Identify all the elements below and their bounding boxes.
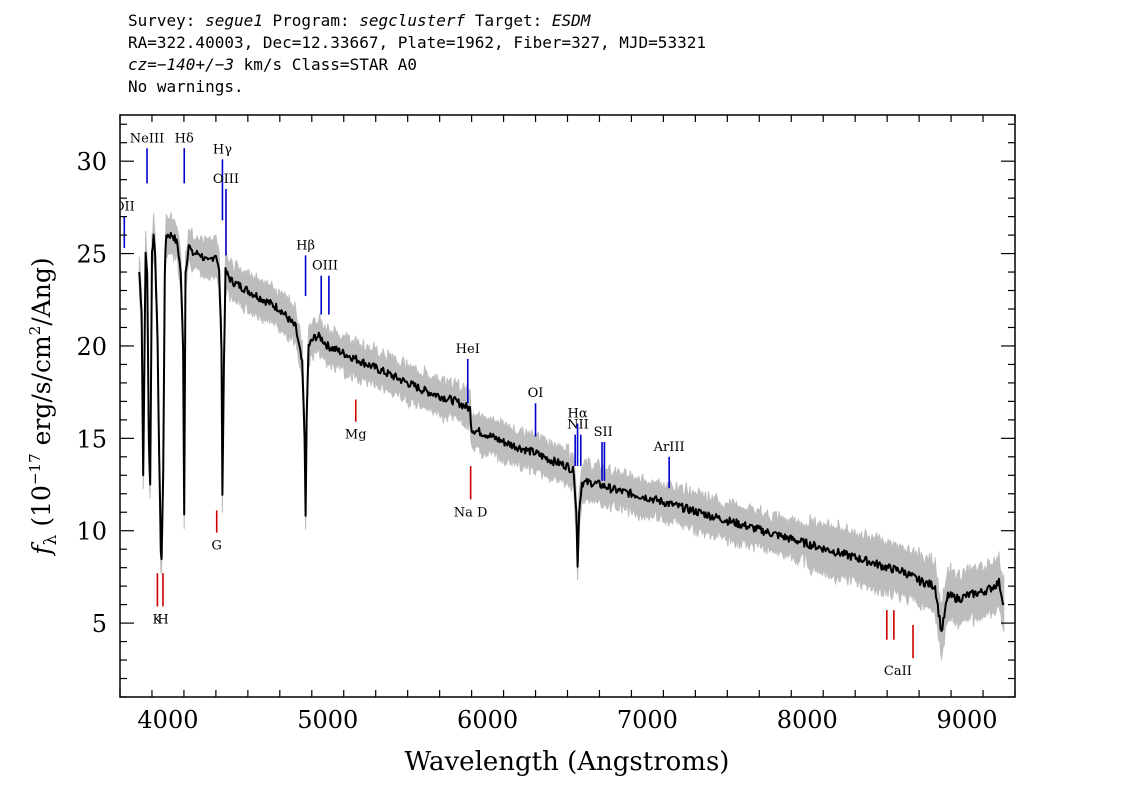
absorption-line-label: G: [211, 539, 221, 554]
emission-line-label: OIII: [312, 259, 338, 274]
emission-line-label: Hβ: [296, 238, 315, 253]
target-label: Target:: [474, 11, 543, 30]
survey-label: Survey:: [128, 11, 196, 30]
y-tick-label: 25: [76, 241, 107, 269]
program-value: segclusterf: [359, 11, 466, 30]
absorption-line-label: Mg: [345, 428, 367, 443]
program-label: Program:: [272, 11, 350, 30]
emission-line-label: OI: [528, 386, 544, 401]
absorption-line-label: Na D: [454, 505, 488, 520]
x-axis-label: Wavelength (Angstroms): [405, 747, 730, 777]
cz-rest: km/s Class=STAR A0: [233, 55, 417, 74]
emission-line-label: Hα: [568, 407, 588, 422]
emission-line-label: OII: [114, 200, 135, 215]
emission-line-label: HeI: [456, 342, 480, 357]
y-tick-label: 5: [92, 610, 107, 638]
x-tick-label: 7000: [617, 706, 678, 734]
emission-line-label: SII: [594, 425, 613, 440]
x-tick-label: 4000: [137, 706, 198, 734]
cz-label: cz=: [128, 55, 157, 74]
header-line-1: Survey: segue1 Program: segclusterf Targ…: [128, 10, 706, 32]
absorption-line-label: H: [157, 612, 168, 627]
absorption-line-label: CaII: [884, 664, 912, 679]
header-line-2: RA=322.40003, Dec=12.33667, Plate=1962, …: [128, 33, 706, 52]
axes-layer: 4000 5000 6000 7000 8000 9000 5 10 15 20 25 30: [76, 114, 1016, 734]
y-tick-label: 30: [76, 148, 107, 176]
emission-line-label: ArIII: [653, 440, 685, 455]
spectrum-line: [138, 231, 1005, 632]
emission-line-label: OIII: [213, 172, 239, 187]
x-tick-label: 5000: [297, 706, 358, 734]
cz-value: −140+/−3: [156, 55, 234, 74]
emission-line-label: Hδ: [175, 131, 194, 146]
emission-line-label: Hγ: [213, 142, 232, 157]
y-tick-label: 20: [76, 333, 107, 361]
y-tick-label: 15: [76, 425, 107, 453]
absorption-line-label: K: [153, 612, 163, 627]
x-tick-label: 8000: [777, 706, 838, 734]
survey-value: segue1: [205, 11, 263, 30]
line-markers-layer: OIINeIIIHδHγOIIIHβOIIIHeIOINIIHαSIIArIII…: [114, 131, 914, 679]
y-tick-label: 10: [76, 518, 107, 546]
x-tick-label: 6000: [457, 706, 518, 734]
x-tick-label: 9000: [937, 706, 998, 734]
target-value: ESDM: [551, 11, 591, 30]
plot-data-layer: [138, 212, 1005, 661]
y-axis-label: fλ (10−17 erg/s/cm2/Ang): [26, 257, 61, 556]
emission-line-label: NeIII: [130, 131, 164, 146]
spectrum-header: Survey: segue1 Program: segclusterf Targ…: [128, 10, 706, 98]
header-line-4: No warnings.: [128, 77, 244, 96]
header-line-3: cz=−140+/−3 km/s Class=STAR A0: [128, 54, 706, 76]
error-band: [138, 212, 1005, 661]
